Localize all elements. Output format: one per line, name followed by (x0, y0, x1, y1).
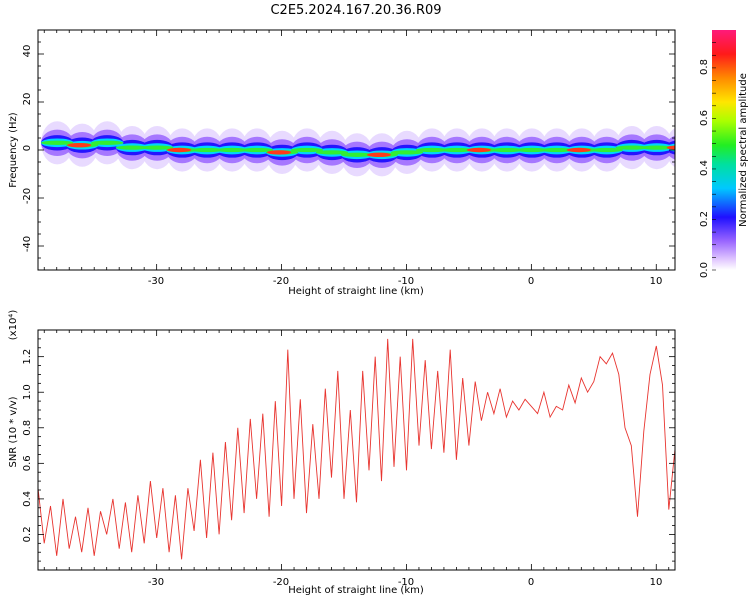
spectrogram-y-tick-label: -40 (22, 236, 33, 252)
spectrogram-y-axis-label: Frequency (Hz) (8, 112, 19, 188)
spectrogram-band-cell (140, 145, 174, 150)
spectrogram-band-cell (390, 150, 424, 155)
colorbar-tick-label: 0.0 (699, 262, 710, 278)
spectrogram-band-cell (315, 150, 349, 155)
spectrogram-panel: -30 -20 -10 0 10 Height of straight line… (8, 29, 676, 297)
snr-x-tick-label: -20 (273, 577, 289, 588)
snr-y-tick-label: 0.2 (22, 526, 33, 542)
spectrogram-band-cell (440, 147, 474, 153)
snr-y-tick-label: 1.2 (22, 349, 33, 365)
colorbar-gradient (712, 30, 736, 270)
spectrogram-y-tick-label: 0 (22, 145, 33, 151)
spectrogram-x-tick-label: -10 (398, 276, 414, 287)
snr-y-axis-label: SNR (10 * v/v) (8, 396, 19, 467)
colorbar-ticks (712, 42, 716, 271)
snr-y-tick-label: 1.0 (22, 384, 33, 400)
spectrogram-peak (466, 147, 491, 153)
spectrogram-band-cell (190, 147, 224, 153)
snr-y-tick-labels: 0.2 0.4 0.6 0.8 1.0 1.2 (22, 349, 33, 543)
snr-panel: -30 -20 -10 0 10 Height of straight line… (8, 310, 676, 596)
snr-x-tick-label: 0 (528, 577, 534, 588)
spectrogram-y-tick-label: 40 (22, 45, 33, 58)
spectrogram-band-cell (415, 147, 449, 153)
spectrogram-x-axis-label: Height of straight line (km) (288, 286, 424, 297)
spectrogram-peak (267, 150, 292, 155)
spectrogram-peak (366, 152, 391, 157)
snr-ticks (38, 330, 675, 570)
spectrogram-y-tick-label: 20 (22, 93, 33, 106)
spectrogram-band-cell (615, 145, 649, 150)
colorbar: 0.0 0.2 0.4 0.6 0.8 Normalized spectral … (699, 30, 749, 278)
spectrogram-peak (566, 147, 591, 153)
colorbar-label: Normalized spectral amplitude (738, 73, 749, 227)
spectrogram-peak (167, 147, 192, 153)
snr-y-tick-label: 0.6 (22, 455, 33, 471)
snr-x-tick-label: -10 (398, 577, 414, 588)
spectrogram-heatmap (40, 121, 675, 177)
spectrogram-x-tick-label: 10 (650, 276, 663, 287)
spectrogram-band-cell (590, 147, 624, 153)
spectrogram-band-cell (540, 147, 574, 153)
snr-x-tick-label: -30 (148, 577, 164, 588)
snr-x-tick-label: 10 (650, 577, 663, 588)
figure-title: C2E5.2024.167.20.36.R09 (270, 3, 441, 18)
spectrogram-band-cell (340, 152, 374, 157)
spectrogram-ticks (38, 29, 675, 271)
snr-y-tick-label: 0.4 (22, 491, 33, 507)
spectrogram-band-cell (40, 140, 74, 145)
spectrogram-band-cell (240, 147, 274, 153)
spectrogram-y-tick-label: -20 (22, 188, 33, 204)
spectrogram-band-cell (115, 145, 149, 150)
spectrogram-band-cell (515, 147, 549, 153)
spectrogram-band-cell (215, 147, 249, 153)
snr-plot-area (38, 338, 675, 560)
spectrogram-x-tick-label: 0 (528, 276, 534, 287)
colorbar-tick-label: 0.4 (699, 160, 710, 176)
colorbar-tick-label: 0.2 (699, 211, 710, 227)
spectrogram-band-cell (490, 147, 524, 153)
spectrogram-peak (67, 143, 92, 148)
snr-y-scale-label: (x10⁴) (8, 310, 19, 341)
spectrogram-peak (666, 145, 675, 150)
spectrogram-band-cell (90, 140, 124, 145)
colorbar-tick-label: 0.8 (699, 59, 710, 75)
colorbar-tick-label: 0.6 (699, 110, 710, 126)
snr-x-axis-label: Height of straight line (km) (288, 585, 424, 596)
snr-series-line (38, 338, 675, 560)
spectrogram-band-cell (640, 145, 674, 150)
spectrogram-x-tick-label: -20 (273, 276, 289, 287)
snr-y-tick-label: 0.8 (22, 420, 33, 436)
spectrogram-x-tick-label: -30 (148, 276, 164, 287)
spectrogram-band-cell (290, 147, 324, 153)
